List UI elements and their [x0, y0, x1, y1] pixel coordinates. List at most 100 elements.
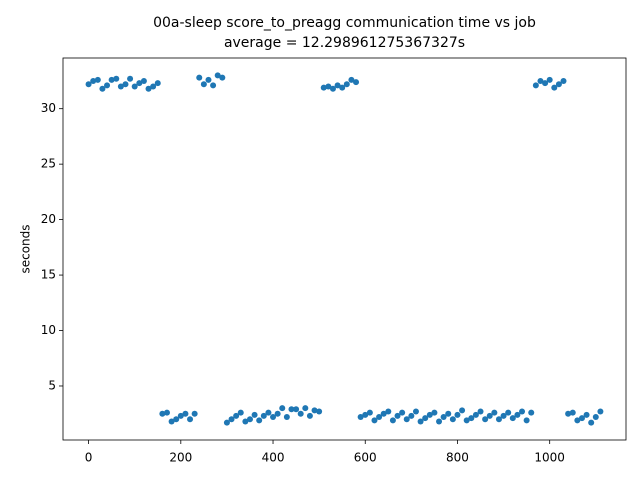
point — [459, 407, 466, 414]
point — [242, 418, 249, 425]
point — [426, 411, 433, 418]
point — [403, 416, 410, 423]
point — [311, 407, 318, 414]
point — [431, 409, 438, 416]
point — [463, 417, 470, 424]
point — [329, 85, 336, 92]
point — [569, 409, 576, 416]
x-tick-label: 600 — [354, 451, 377, 465]
point — [417, 418, 424, 425]
point — [297, 410, 304, 417]
point — [578, 415, 585, 422]
point — [371, 417, 378, 424]
x-tick-label: 800 — [446, 451, 469, 465]
point — [320, 84, 327, 91]
point — [468, 415, 475, 422]
point — [145, 85, 152, 92]
point — [90, 77, 97, 84]
x-tick-label: 400 — [262, 451, 285, 465]
point — [265, 409, 272, 416]
point — [108, 76, 115, 83]
point — [519, 408, 526, 415]
point — [565, 410, 572, 417]
point — [210, 82, 217, 89]
point — [136, 80, 143, 87]
point — [366, 409, 373, 416]
point — [131, 83, 138, 90]
point — [472, 411, 479, 418]
point — [343, 81, 350, 88]
point — [537, 77, 544, 84]
point — [117, 83, 124, 90]
point — [408, 412, 415, 419]
point — [495, 416, 502, 423]
point — [251, 411, 258, 418]
point — [316, 408, 323, 415]
point — [353, 79, 360, 86]
point — [542, 80, 549, 87]
point — [256, 417, 263, 424]
point — [588, 419, 595, 426]
point — [394, 412, 401, 419]
point — [509, 415, 516, 422]
point — [491, 409, 498, 416]
point — [99, 85, 106, 92]
point — [159, 410, 166, 417]
point — [583, 411, 590, 418]
point — [445, 410, 452, 417]
point — [551, 84, 558, 91]
point — [348, 76, 355, 83]
point — [113, 75, 120, 82]
point — [191, 410, 198, 417]
point — [196, 74, 203, 81]
y-axis-label: seconds — [19, 224, 33, 273]
point — [339, 84, 346, 91]
point — [127, 75, 134, 82]
point — [94, 76, 101, 83]
point — [385, 408, 392, 415]
point — [177, 412, 184, 419]
x-tick-label: 1000 — [534, 451, 565, 465]
point — [412, 408, 419, 415]
point — [334, 82, 341, 89]
point — [546, 76, 553, 83]
point — [219, 74, 226, 81]
y-tick-label: 20 — [41, 212, 56, 226]
point — [362, 411, 369, 418]
point — [187, 416, 194, 423]
point — [246, 416, 253, 423]
y-tick-label: 25 — [41, 157, 56, 171]
x-tick-label: 200 — [169, 451, 192, 465]
point — [283, 414, 290, 421]
point — [357, 414, 364, 421]
point — [560, 77, 567, 84]
point — [233, 412, 240, 419]
point — [436, 418, 443, 425]
plot-frame — [62, 57, 627, 441]
point — [214, 72, 221, 79]
point — [597, 408, 604, 415]
point — [477, 408, 484, 415]
point — [173, 416, 180, 423]
point — [449, 416, 456, 423]
chart-title: 00a-sleep score_to_preagg communication … — [153, 15, 536, 31]
point — [205, 76, 212, 83]
point — [223, 419, 230, 426]
point — [122, 81, 129, 88]
point — [380, 410, 387, 417]
point — [163, 409, 170, 416]
y-tick-label: 30 — [41, 101, 56, 115]
point — [154, 80, 161, 87]
point — [574, 417, 581, 424]
point — [454, 411, 461, 418]
point — [260, 412, 267, 419]
point — [237, 409, 244, 416]
point — [104, 82, 111, 89]
point — [150, 83, 157, 90]
point — [279, 405, 286, 412]
point — [200, 81, 207, 88]
point — [482, 416, 489, 423]
point — [528, 409, 535, 416]
point — [376, 414, 383, 421]
